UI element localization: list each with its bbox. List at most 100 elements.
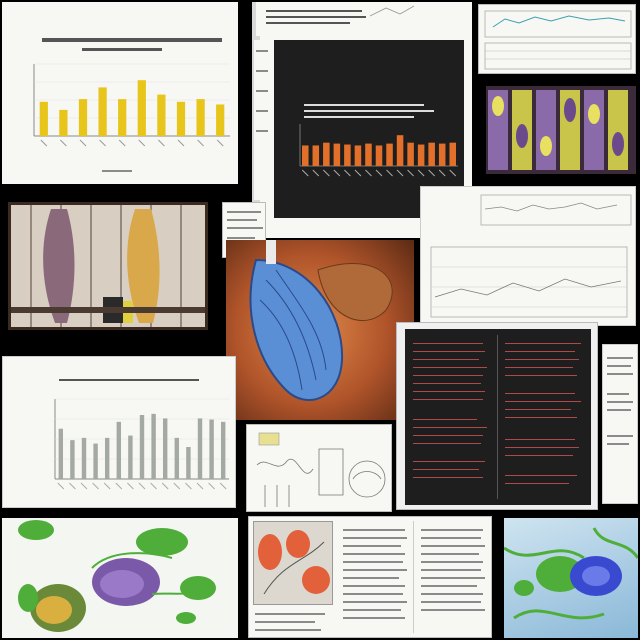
tick-label [197,139,204,147]
tick-label [365,169,372,177]
bar [128,435,133,479]
bar [220,421,226,479]
purple-yellow-pattern [486,86,636,174]
tick-label [92,482,99,490]
gray-bar-chart-svg [54,398,229,490]
tick-label [375,169,383,177]
bar [151,413,156,479]
tick-label [428,169,436,177]
plot-sheet-right [420,186,636,326]
molecules-svg [18,520,216,632]
bar [176,101,186,136]
tick-label [219,482,227,490]
anatomical-muscle-panel [8,202,208,330]
tick-label [438,169,446,177]
tick-label [115,482,123,490]
yellow-bar-chart [2,2,238,184]
tick-label [173,482,181,490]
line-chart-sheet-svg [484,10,632,70]
bar [157,94,166,136]
tick-label [449,169,457,177]
top-sketch-svg [369,5,415,17]
tick-label [322,169,330,177]
bar [118,99,127,136]
bar [98,87,107,136]
bar [438,143,446,166]
tick-label [103,482,111,490]
bar [344,144,351,166]
bar [209,419,214,479]
tick-label [99,139,106,147]
tick-label [185,482,192,490]
organ-svg [249,240,393,401]
bar [116,421,122,479]
tick-label [407,169,414,177]
bar [323,142,330,166]
bar [70,440,75,479]
sketch-svg [256,432,386,507]
tick-label [60,139,67,147]
tick-label [158,139,165,147]
bar [312,145,320,166]
tick-label [312,169,320,177]
green-blue-3d-render [504,518,638,638]
muscle-svg [11,205,205,327]
bar [174,437,180,479]
gray-bar-chart [2,356,236,508]
bar [81,437,87,479]
bar [39,101,48,136]
tick-label [79,139,87,147]
plot-sheet-svg [430,194,632,318]
tick-label [344,169,351,177]
tick-label [333,169,341,177]
render-svg [504,527,638,620]
sketch-diagram-sheet [246,424,392,512]
red-figure [253,521,333,605]
tick-label [161,482,169,490]
bar [93,443,98,479]
line-chart-sheet [478,4,636,74]
tick-label [40,139,48,147]
bar [417,144,425,166]
tick-label [138,482,146,490]
bar [78,99,88,136]
tick-label [208,482,215,490]
tick-label [138,139,146,147]
tick-label [417,169,425,177]
top-center-sheet [256,2,470,36]
tick-label [69,482,76,490]
bar [302,145,309,166]
tick-label [127,482,134,490]
bar [58,428,64,479]
bar [386,143,393,166]
right-text-strip [602,344,638,504]
red-figure-svg [258,530,330,595]
tick-label [386,169,393,177]
bar [216,104,225,136]
tick-label [301,169,309,177]
bar [59,109,68,136]
bar [365,143,372,166]
tick-label [216,139,224,147]
bar [196,99,205,136]
bar [197,418,203,479]
pattern-svg [488,90,628,170]
bar [333,143,341,166]
yellow-bar-chart-svg [33,63,230,147]
green-3d-molecules [2,518,238,638]
blue-organ-illustration [226,240,414,420]
tick-label [196,482,204,490]
bar [139,415,145,479]
orange-bar-chart-svg [299,124,458,177]
tick-label [150,482,157,490]
tick-label [354,169,362,177]
tick-label [80,482,88,490]
bar [186,447,191,479]
bar [137,80,146,136]
bar [428,142,435,166]
bar [396,135,404,166]
red-figure-paper [248,516,492,638]
dark-text-document [396,322,598,510]
bar [375,145,383,166]
bar [449,142,456,166]
